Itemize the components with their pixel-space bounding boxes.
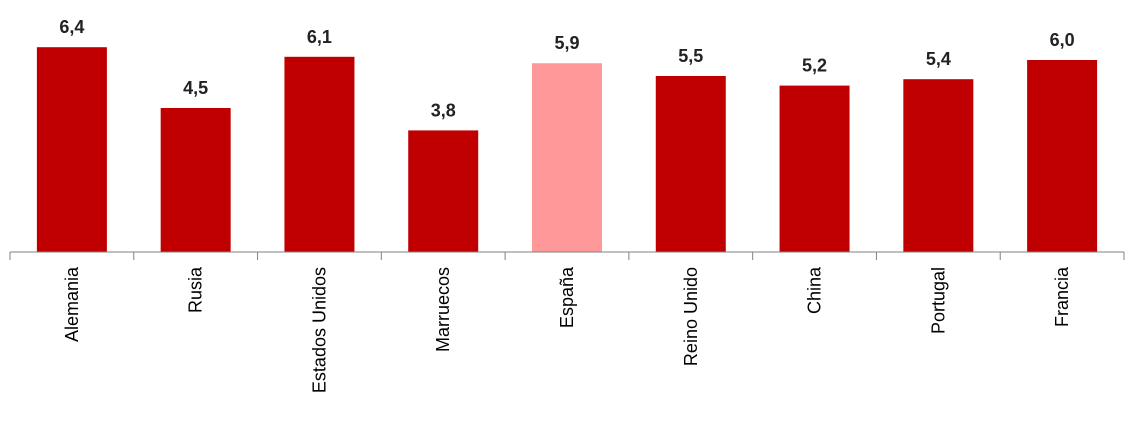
value-labels-group: 6,4 4,5 6,1 3,8 5,9 5,5 5,2 5,4 6,0 <box>59 17 1074 120</box>
bar-portugal <box>903 79 974 252</box>
x-tick-labels-group: Alemania Rusia Estados Unidos Marruecos Espa… <box>62 266 1072 393</box>
x-tick-label: Portugal <box>928 267 948 334</box>
data-label: 3,8 <box>431 100 456 120</box>
data-label: 4,5 <box>183 78 208 98</box>
x-tick-label: Rusia <box>186 266 206 313</box>
x-tick-label: Marruecos <box>433 267 453 352</box>
bars-group <box>36 47 1098 253</box>
bar-reino-unido <box>655 76 726 252</box>
x-tick-label: Alemania <box>62 266 82 342</box>
x-tick-label: Francia <box>1052 266 1072 327</box>
data-label: 5,9 <box>554 33 579 53</box>
bar-rusia <box>160 108 231 252</box>
data-label: 6,1 <box>307 27 332 47</box>
bar-españa <box>532 63 602 253</box>
data-label: 5,5 <box>678 46 703 66</box>
data-label: 5,2 <box>802 56 827 76</box>
x-tick-label: Estados Unidos <box>309 267 329 393</box>
bar-estados-unidos <box>284 56 355 252</box>
x-tick-label: China <box>805 266 825 314</box>
x-tick-label: España <box>557 266 577 328</box>
bar-china <box>779 85 850 252</box>
x-tick-label: Reino Unido <box>681 267 701 366</box>
data-label: 5,4 <box>926 49 951 69</box>
data-label: 6,0 <box>1050 30 1075 50</box>
bar-francia <box>1027 60 1098 252</box>
x-axis <box>9 251 1125 260</box>
data-label: 6,4 <box>59 17 84 37</box>
bar-marruecos <box>408 130 479 252</box>
bar-alemania <box>36 47 107 253</box>
